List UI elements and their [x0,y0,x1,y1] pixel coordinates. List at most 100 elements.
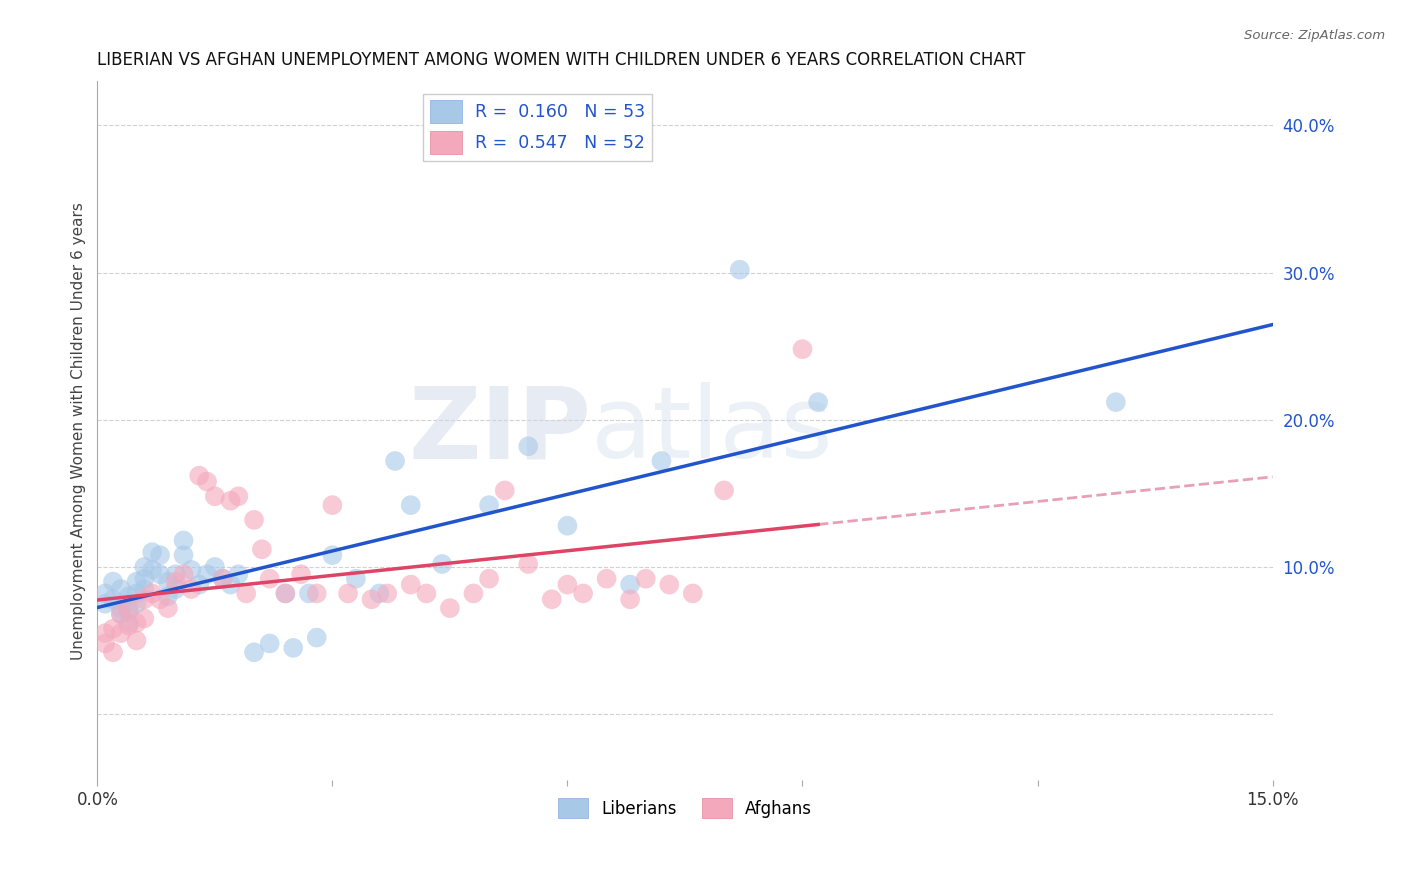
Point [195,475,218,489]
Point [180,563,202,577]
Point [337,586,360,600]
Point [188,577,211,591]
Point [430,557,453,571]
Point [619,577,641,591]
Point [211,572,233,586]
Point [125,586,148,600]
Point [228,567,250,582]
Point [94,626,117,640]
Point [180,582,202,596]
Point [634,572,657,586]
Point [463,586,485,600]
Point [101,574,124,589]
Point [125,574,148,589]
Point [204,560,226,574]
Point [228,489,250,503]
Point [595,572,617,586]
Point [125,597,148,611]
Point [557,577,579,591]
Point [439,601,461,615]
Point [125,615,148,630]
Point [110,607,132,621]
Point [399,498,422,512]
Point [94,586,117,600]
Point [478,572,501,586]
Point [384,454,406,468]
Point [274,586,297,600]
Point [728,262,751,277]
Point [141,586,163,600]
Point [243,645,266,659]
Point [118,601,141,615]
Point [211,572,233,586]
Point [173,567,195,582]
Point [557,518,579,533]
Point [259,572,281,586]
Point [165,574,187,589]
Point [298,586,321,600]
Point [134,611,156,625]
Point [807,395,830,409]
Point [165,582,187,596]
Point [321,548,343,562]
Point [415,586,437,600]
Point [141,563,163,577]
Point [1105,395,1128,409]
Y-axis label: Unemployment Among Women with Children Under 6 years: Unemployment Among Women with Children U… [72,202,86,660]
Point [94,636,117,650]
Point [118,615,141,630]
Point [134,572,156,586]
Point [250,542,273,557]
Point [156,590,179,604]
Point [149,592,172,607]
Point [243,513,266,527]
Point [658,577,681,591]
Point [149,567,172,582]
Point [110,601,132,615]
Point [305,586,328,600]
Point [94,597,117,611]
Point [360,592,382,607]
Point [305,631,328,645]
Point [478,498,501,512]
Point [219,493,242,508]
Point [118,619,141,633]
Point [219,577,242,591]
Point [204,489,226,503]
Text: Source: ZipAtlas.com: Source: ZipAtlas.com [1244,29,1385,42]
Point [235,586,257,600]
Point [650,454,672,468]
Point [149,548,172,562]
Text: LIBERIAN VS AFGHAN UNEMPLOYMENT AMONG WOMEN WITH CHILDREN UNDER 6 YEARS CORRELAT: LIBERIAN VS AFGHAN UNEMPLOYMENT AMONG WO… [97,51,1026,69]
Point [110,626,132,640]
Text: atlas: atlas [591,383,832,479]
Point [101,645,124,659]
Point [101,592,124,607]
Point [713,483,735,498]
Point [125,633,148,648]
Point [619,592,641,607]
Point [195,567,218,582]
Point [274,586,297,600]
Point [110,582,132,596]
Point [141,545,163,559]
Point [134,560,156,574]
Point [792,342,814,356]
Point [134,582,156,596]
Point [101,622,124,636]
Point [173,548,195,562]
Point [134,592,156,607]
Point [110,607,132,621]
Point [156,601,179,615]
Point [572,586,595,600]
Point [540,592,562,607]
Point [290,567,312,582]
Point [165,567,187,582]
Point [118,604,141,618]
Point [399,577,422,591]
Point [283,640,305,655]
Point [156,574,179,589]
Point [375,586,398,600]
Point [344,572,367,586]
Point [682,586,704,600]
